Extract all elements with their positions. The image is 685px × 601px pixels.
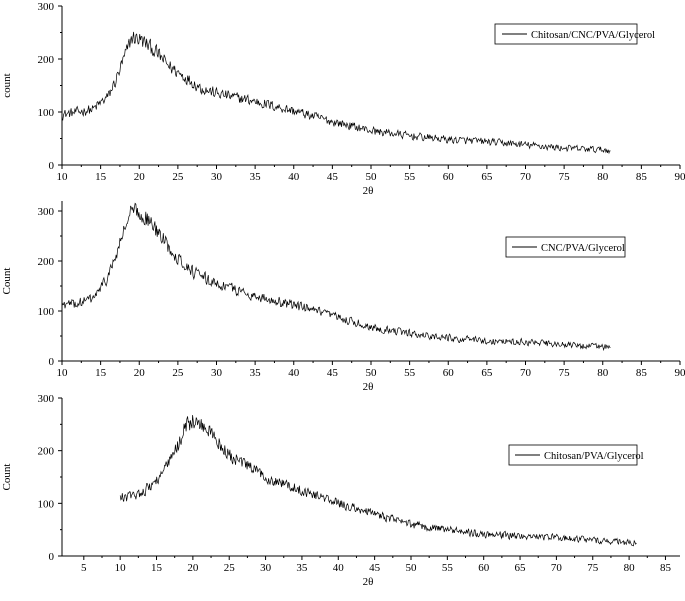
x-tick-label: 45 [369,562,381,574]
series-line [119,415,637,547]
x-tick-label: 70 [551,562,563,574]
x-tick-label: 50 [366,367,378,379]
legend-box [505,236,626,258]
series-line [61,202,611,352]
x-tick-label: 20 [187,562,199,574]
x-tick-label: 50 [366,171,378,183]
x-tick-label: 75 [559,171,571,183]
x-tick-label: 80 [597,171,609,183]
x-tick-label: 75 [587,562,599,574]
x-tick-label: 35 [296,562,308,574]
x-tick-label: 85 [660,562,672,574]
x-tick-label: 30 [211,367,223,379]
x-tick-label: 60 [443,171,455,183]
x-tick-label: 30 [260,562,272,574]
y-tick-label: 0 [49,160,55,172]
x-tick-label: 35 [250,367,262,379]
x-tick-label: 40 [333,562,345,574]
y-tick-label: 100 [38,107,55,119]
legend-label: CNC/PVA/Glycerol [541,243,625,254]
x-tick-label: 70 [520,367,532,379]
y-tick-label: 300 [38,206,55,218]
y-tick-label: 200 [38,256,55,268]
y-tick-label: 100 [38,306,55,318]
x-tick-label: 10 [57,367,69,379]
y-tick-label: 200 [38,446,55,458]
y-tick-label: 0 [49,551,55,563]
x-tick-label: 90 [675,171,685,183]
x-tick-label: 85 [636,367,648,379]
x-tick-label: 5 [81,562,87,574]
x-tick-label: 90 [675,367,685,379]
x-tick-label: 65 [481,367,493,379]
x-tick-label: 60 [478,562,490,574]
x-tick-label: 25 [172,367,184,379]
x-tick-label: 75 [559,367,571,379]
series-line [61,31,611,155]
legend-box [494,23,638,45]
x-tick-label: 45 [327,367,339,379]
x-tick-label: 25 [224,562,236,574]
x-tick-label: 30 [211,171,223,183]
y-tick-label: 0 [49,356,55,368]
x-tick-label: 65 [481,171,493,183]
legend-box [508,444,638,466]
x-tick-label: 50 [405,562,417,574]
y-tick-label: 300 [38,1,55,13]
x-tick-label: 65 [515,562,527,574]
chart-panel-2: 10 15 20 25 30 35 40 45 50 55 60 65 70 75 80 85 90 0 100 20… [1,201,685,393]
x-axis-title: 2θ [363,185,374,197]
x-tick-label: 55 [404,171,416,183]
x-tick-label: 20 [134,367,146,379]
chart-panel-1: 10 15 20 25 30 35 40 45 50 55 60 65 70 75 80 85 90 0 100 20… [1,1,685,197]
x-tick-label: 55 [404,367,416,379]
x-tick-label: 70 [520,171,532,183]
x-axis-title: 2θ [363,381,374,393]
x-tick-label: 25 [172,171,184,183]
legend-label: Chitosan/PVA/Glycerol [544,451,644,462]
x-tick-label: 55 [442,562,454,574]
x-tick-label: 40 [288,367,300,379]
y-axis-title: count [1,73,13,97]
y-axis-title: Count [1,268,13,295]
x-tick-label: 80 [597,367,609,379]
x-tick-label: 15 [151,562,163,574]
x-tick-label: 15 [95,171,107,183]
legend-label: Chitosan/CNC/PVA/Glycerol [531,30,655,41]
x-tick-label: 40 [288,171,300,183]
x-tick-label: 45 [327,171,339,183]
x-tick-label: 20 [134,171,146,183]
x-tick-label: 85 [636,171,648,183]
y-tick-label: 300 [38,393,55,405]
x-axis-title: 2θ [363,576,374,588]
x-tick-label: 60 [443,367,455,379]
y-axis-title: Count [1,464,13,491]
x-tick-label: 10 [115,562,127,574]
chart-panel-3: 5 10 15 20 25 30 35 40 45 50 55 60 65 70 75 80 85 0 100 200… [1,393,680,588]
y-tick-label: 200 [38,54,55,66]
x-tick-label: 35 [250,171,262,183]
y-tick-label: 100 [38,498,55,510]
x-tick-label: 15 [95,367,107,379]
x-tick-label: 10 [57,171,69,183]
x-tick-label: 80 [624,562,636,574]
